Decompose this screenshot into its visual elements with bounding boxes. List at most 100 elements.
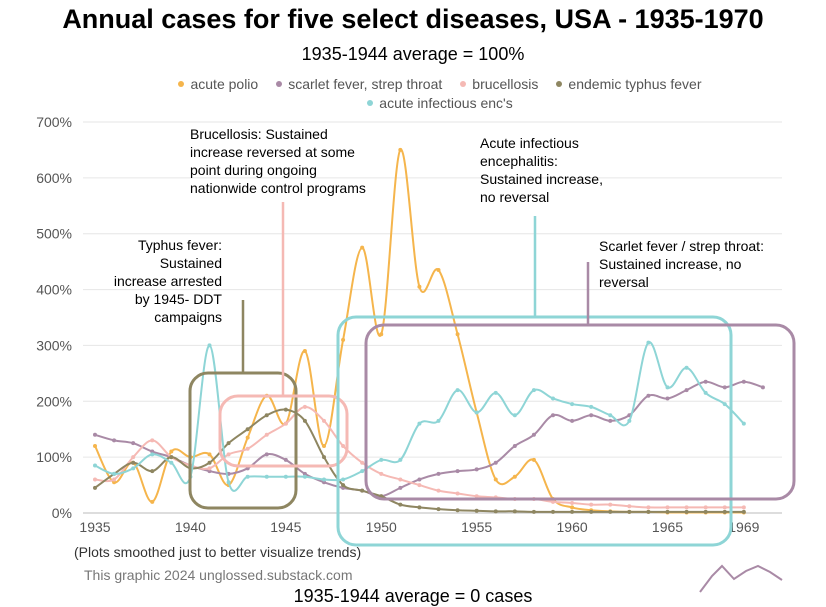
data-point xyxy=(665,505,670,510)
annotation-line: campaigns xyxy=(154,309,222,325)
annotation-line: increase reversed at some xyxy=(190,144,355,160)
data-point xyxy=(398,147,403,152)
data-point xyxy=(493,477,498,482)
data-point xyxy=(379,457,384,462)
data-point xyxy=(436,418,441,423)
annotation-line: no reversal xyxy=(480,189,550,205)
data-point xyxy=(207,466,212,471)
annotation-encephalitis: Acute infectious encephalitis: Sustained i… xyxy=(480,134,603,206)
annotation-line: reversal xyxy=(599,274,649,290)
annotation-line: Brucellosis: Sustained xyxy=(190,126,328,142)
data-point xyxy=(341,443,346,448)
data-point xyxy=(245,474,250,479)
data-point xyxy=(93,443,97,448)
data-point xyxy=(455,469,460,474)
data-point xyxy=(570,500,575,505)
data-point xyxy=(551,509,555,514)
data-point xyxy=(322,443,326,448)
x-tick-label: 1935 xyxy=(79,519,110,535)
second-chart-subtitle: 1935-1944 average = 0 cases xyxy=(293,586,533,606)
data-point xyxy=(283,407,288,412)
data-point xyxy=(360,469,365,474)
data-point xyxy=(741,505,746,510)
data-point xyxy=(627,418,632,423)
data-point xyxy=(341,337,346,342)
data-point xyxy=(608,502,613,507)
data-point xyxy=(150,449,155,454)
data-point xyxy=(322,455,326,460)
series-line-acute-polio xyxy=(94,148,744,514)
data-point xyxy=(455,491,460,496)
data-point xyxy=(245,446,250,451)
data-point xyxy=(302,474,307,479)
y-tick-label: 500% xyxy=(36,226,72,242)
x-tick-label: 1965 xyxy=(652,519,683,535)
data-point xyxy=(512,443,517,448)
annotation-line: Acute infectious xyxy=(480,135,579,151)
second-chart-series-line xyxy=(699,564,783,593)
data-point xyxy=(512,413,517,418)
legend-item-acute-polio: acute polio xyxy=(178,76,258,92)
chart-legend: acute polio scarlet fever, strep throat br… xyxy=(110,76,770,111)
y-tick-label: 200% xyxy=(36,393,72,409)
annotation-line: Typhus fever: xyxy=(137,237,222,253)
data-point xyxy=(93,485,97,490)
data-point xyxy=(684,365,689,370)
data-point xyxy=(226,480,231,485)
data-point xyxy=(112,480,117,485)
data-point xyxy=(112,477,117,482)
y-tick-label: 400% xyxy=(36,282,72,298)
x-tick-label: 1940 xyxy=(175,519,206,535)
data-point xyxy=(341,483,346,488)
data-point xyxy=(150,438,155,443)
data-point xyxy=(245,435,250,440)
data-point xyxy=(703,390,708,395)
x-tick-label: 1969 xyxy=(728,519,759,535)
data-point xyxy=(741,421,746,426)
data-point xyxy=(589,502,594,507)
data-point xyxy=(665,385,670,390)
data-point xyxy=(608,413,613,418)
data-point xyxy=(589,509,594,514)
data-point xyxy=(741,379,746,384)
data-point xyxy=(474,410,479,415)
data-point xyxy=(398,502,403,507)
data-point xyxy=(360,460,365,465)
annotation-line: Sustained increase, no xyxy=(599,256,742,272)
data-point xyxy=(608,509,613,514)
data-point xyxy=(398,457,403,462)
data-point xyxy=(493,390,498,395)
y-tick-label: 0% xyxy=(52,505,72,521)
data-point xyxy=(322,477,326,482)
data-point xyxy=(226,452,231,457)
annotation-line: Sustained xyxy=(159,255,222,271)
data-point xyxy=(207,343,212,348)
legend-item-scarlet-fever-strep-throat: scarlet fever, strep throat xyxy=(276,76,442,92)
data-point xyxy=(627,504,632,509)
data-point xyxy=(264,413,269,418)
data-point xyxy=(608,418,613,423)
highlight-box-brucellosis xyxy=(218,394,349,468)
annotation-line: nationwide control programs xyxy=(190,180,366,196)
data-point xyxy=(570,505,575,510)
legend-item-endemic-typhus-fever: endemic typhus fever xyxy=(556,76,702,92)
y-tick-label: 300% xyxy=(36,337,72,353)
data-point xyxy=(131,455,136,460)
credit-line: This graphic 2024 unglossed.substack.com xyxy=(84,567,353,583)
annotation-line: Scarlet fever / strep throat: xyxy=(599,238,764,254)
data-point xyxy=(283,457,288,462)
highlight-box-scarlet-fever xyxy=(364,323,796,501)
data-point xyxy=(245,427,250,432)
data-point xyxy=(589,413,594,418)
data-point xyxy=(93,477,97,482)
y-tick-label: 700% xyxy=(36,114,72,130)
smoothing-note: (Plots smoothed just to better visualize… xyxy=(74,544,362,560)
x-tick-label: 1955 xyxy=(461,519,492,535)
data-point xyxy=(93,463,97,468)
data-point xyxy=(322,480,326,485)
data-point xyxy=(684,509,689,514)
data-point xyxy=(722,509,727,514)
x-tick-label: 1945 xyxy=(270,519,301,535)
y-tick-label: 600% xyxy=(36,170,72,186)
data-point xyxy=(570,509,575,514)
